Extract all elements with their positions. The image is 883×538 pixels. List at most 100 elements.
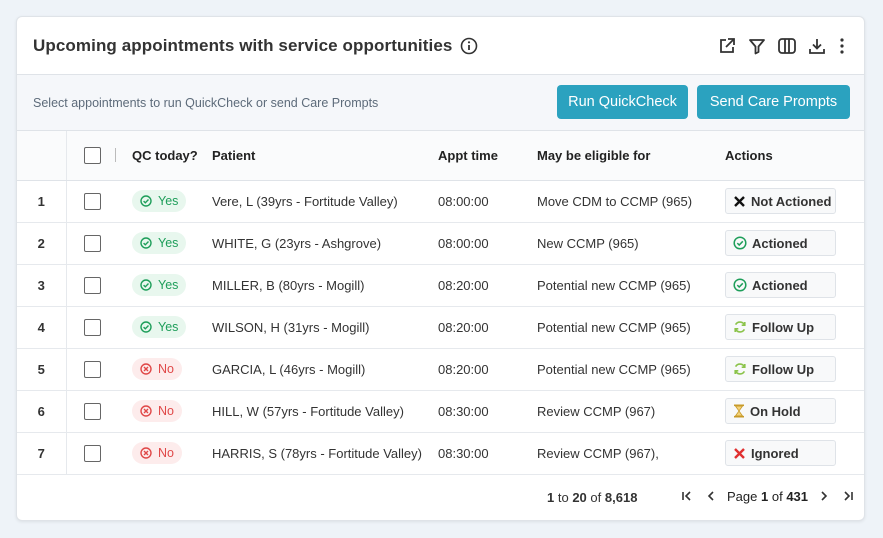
pager: Page 1 of 431	[679, 487, 856, 505]
check-circle-icon	[140, 195, 152, 207]
page-indicator: Page 1 of 431	[727, 489, 808, 504]
action-status-button[interactable]: Ignored	[725, 440, 836, 466]
last-page-icon[interactable]	[840, 487, 856, 505]
action-cell: Ignored	[725, 432, 864, 475]
row-checkbox-cell	[66, 348, 116, 391]
patient-cell: HARRIS, S (78yrs - Fortitude Valley)	[212, 432, 438, 475]
check-circle-icon	[733, 236, 747, 250]
table-row[interactable]: 2 Yes WHITE, G (23yrs - Ashgrove) 08:00:00 N…	[17, 222, 864, 265]
row-index: 5	[17, 348, 67, 391]
card-title: Upcoming appointments with service oppor…	[33, 36, 453, 55]
qc-status-badge: Yes	[132, 190, 187, 212]
patient-cell: GARCIA, L (46yrs - Mogill)	[212, 348, 438, 391]
action-cell: Follow Up	[725, 306, 864, 349]
filter-icon[interactable]	[746, 35, 768, 57]
action-status-label: Actioned	[752, 277, 808, 293]
row-checkbox-cell	[66, 390, 116, 433]
table-row[interactable]: 6 No HILL, W (57yrs - Fortitude Valley) 08:…	[17, 390, 864, 433]
first-page-icon[interactable]	[679, 487, 695, 505]
row-checkbox[interactable]	[83, 234, 101, 252]
eligible-header[interactable]: May be eligible for	[537, 131, 725, 181]
row-index: 2	[17, 222, 67, 265]
download-icon[interactable]	[806, 35, 828, 57]
action-cell: Follow Up	[725, 348, 864, 391]
row-index: 4	[17, 306, 67, 349]
qc-today-header[interactable]: QC today?	[116, 131, 212, 181]
patient-cell: MILLER, B (80yrs - Mogill)	[212, 264, 438, 307]
column-separator	[114, 148, 116, 163]
row-index: 3	[17, 264, 67, 307]
actions-header[interactable]: Actions	[725, 131, 864, 181]
eligible-cell: Review CCMP (967),	[537, 432, 725, 475]
appt-time-cell: 08:00:00	[438, 222, 537, 265]
qc-status-label: Yes	[158, 320, 179, 334]
action-status-button[interactable]: Actioned	[725, 272, 836, 298]
qc-status-label: No	[158, 446, 174, 460]
qc-today-cell: Yes	[116, 180, 212, 223]
row-checkbox[interactable]	[83, 444, 101, 462]
select-all-checkbox[interactable]	[83, 146, 101, 164]
table-row[interactable]: 4 Yes WILSON, H (31yrs - Mogill) 08:20:00 Po…	[17, 306, 864, 349]
action-status-button[interactable]: On Hold	[725, 398, 836, 424]
next-page-icon[interactable]	[816, 487, 832, 505]
patient-cell: WHITE, G (23yrs - Ashgrove)	[212, 222, 438, 265]
action-status-label: Ignored	[751, 445, 799, 461]
x-circle-icon	[140, 363, 152, 375]
patient-header[interactable]: Patient	[212, 131, 438, 181]
more-vertical-icon[interactable]	[836, 35, 848, 57]
check-circle-icon	[140, 279, 152, 291]
card-header: Upcoming appointments with service oppor…	[17, 17, 864, 75]
qc-today-cell: Yes	[116, 306, 212, 349]
row-checkbox-cell	[66, 264, 116, 307]
row-checkbox-cell	[66, 432, 116, 475]
appointments-card: Upcoming appointments with service oppor…	[16, 16, 865, 521]
row-index: 6	[17, 390, 67, 433]
table-row[interactable]: 1 Yes Vere, L (39yrs - Fortitude Valley) 08…	[17, 180, 864, 223]
previous-page-icon[interactable]	[703, 487, 719, 505]
action-status-button[interactable]: Follow Up	[725, 356, 836, 382]
row-checkbox[interactable]	[83, 276, 101, 294]
refresh-icon	[733, 320, 747, 334]
row-checkbox[interactable]	[83, 402, 101, 420]
x-red-icon	[733, 447, 746, 460]
row-checkbox[interactable]	[83, 192, 101, 210]
action-status-label: Not Actioned	[751, 193, 832, 209]
action-cell: Actioned	[725, 222, 864, 265]
row-checkbox[interactable]	[83, 360, 101, 378]
hourglass-icon	[733, 404, 745, 418]
table-header-row: QC today? Patient Appt time May be eligi…	[17, 131, 864, 181]
action-cell: On Hold	[725, 390, 864, 433]
appt-time-cell: 08:20:00	[438, 348, 537, 391]
qc-status-label: No	[158, 362, 174, 376]
row-total: 8,618	[604, 490, 638, 505]
action-status-button[interactable]: Follow Up	[725, 314, 836, 340]
action-status-button[interactable]: Actioned	[725, 230, 836, 256]
x-circle-icon	[140, 447, 152, 459]
row-checkbox-cell	[66, 222, 116, 265]
appt-time-cell: 08:30:00	[438, 432, 537, 475]
send-care-prompts-button[interactable]: Send Care Prompts	[697, 85, 850, 119]
run-quickcheck-button[interactable]: Run QuickCheck	[557, 85, 688, 119]
appt-time-header[interactable]: Appt time	[438, 131, 537, 181]
qc-today-cell: No	[116, 348, 212, 391]
row-index: 7	[17, 432, 67, 475]
action-cell: Not Actioned	[725, 180, 864, 223]
columns-icon[interactable]	[776, 35, 798, 57]
select-all-header	[66, 131, 116, 181]
eligible-cell: Review CCMP (967)	[537, 390, 725, 433]
info-icon[interactable]	[460, 37, 478, 55]
table-row[interactable]: 5 No GARCIA, L (46yrs - Mogill) 08:20:00 Pot…	[17, 348, 864, 391]
action-status-button[interactable]: Not Actioned	[725, 188, 836, 214]
table-row[interactable]: 7 No HARRIS, S (78yrs - Fortitude Valley) 0…	[17, 432, 864, 475]
qc-today-cell: Yes	[116, 264, 212, 307]
row-checkbox[interactable]	[83, 318, 101, 336]
patient-cell: HILL, W (57yrs - Fortitude Valley)	[212, 390, 438, 433]
qc-status-badge: Yes	[132, 232, 187, 254]
action-cell: Actioned	[725, 264, 864, 307]
selection-hint: Select appointments to run QuickCheck or…	[33, 96, 379, 110]
table-row[interactable]: 3 Yes MILLER, B (80yrs - Mogill) 08:20:00 Po…	[17, 264, 864, 307]
external-link-icon[interactable]	[716, 35, 738, 57]
action-status-label: Follow Up	[752, 361, 815, 377]
row-checkbox-cell	[66, 306, 116, 349]
eligible-cell: Potential new CCMP (965)	[537, 306, 725, 349]
